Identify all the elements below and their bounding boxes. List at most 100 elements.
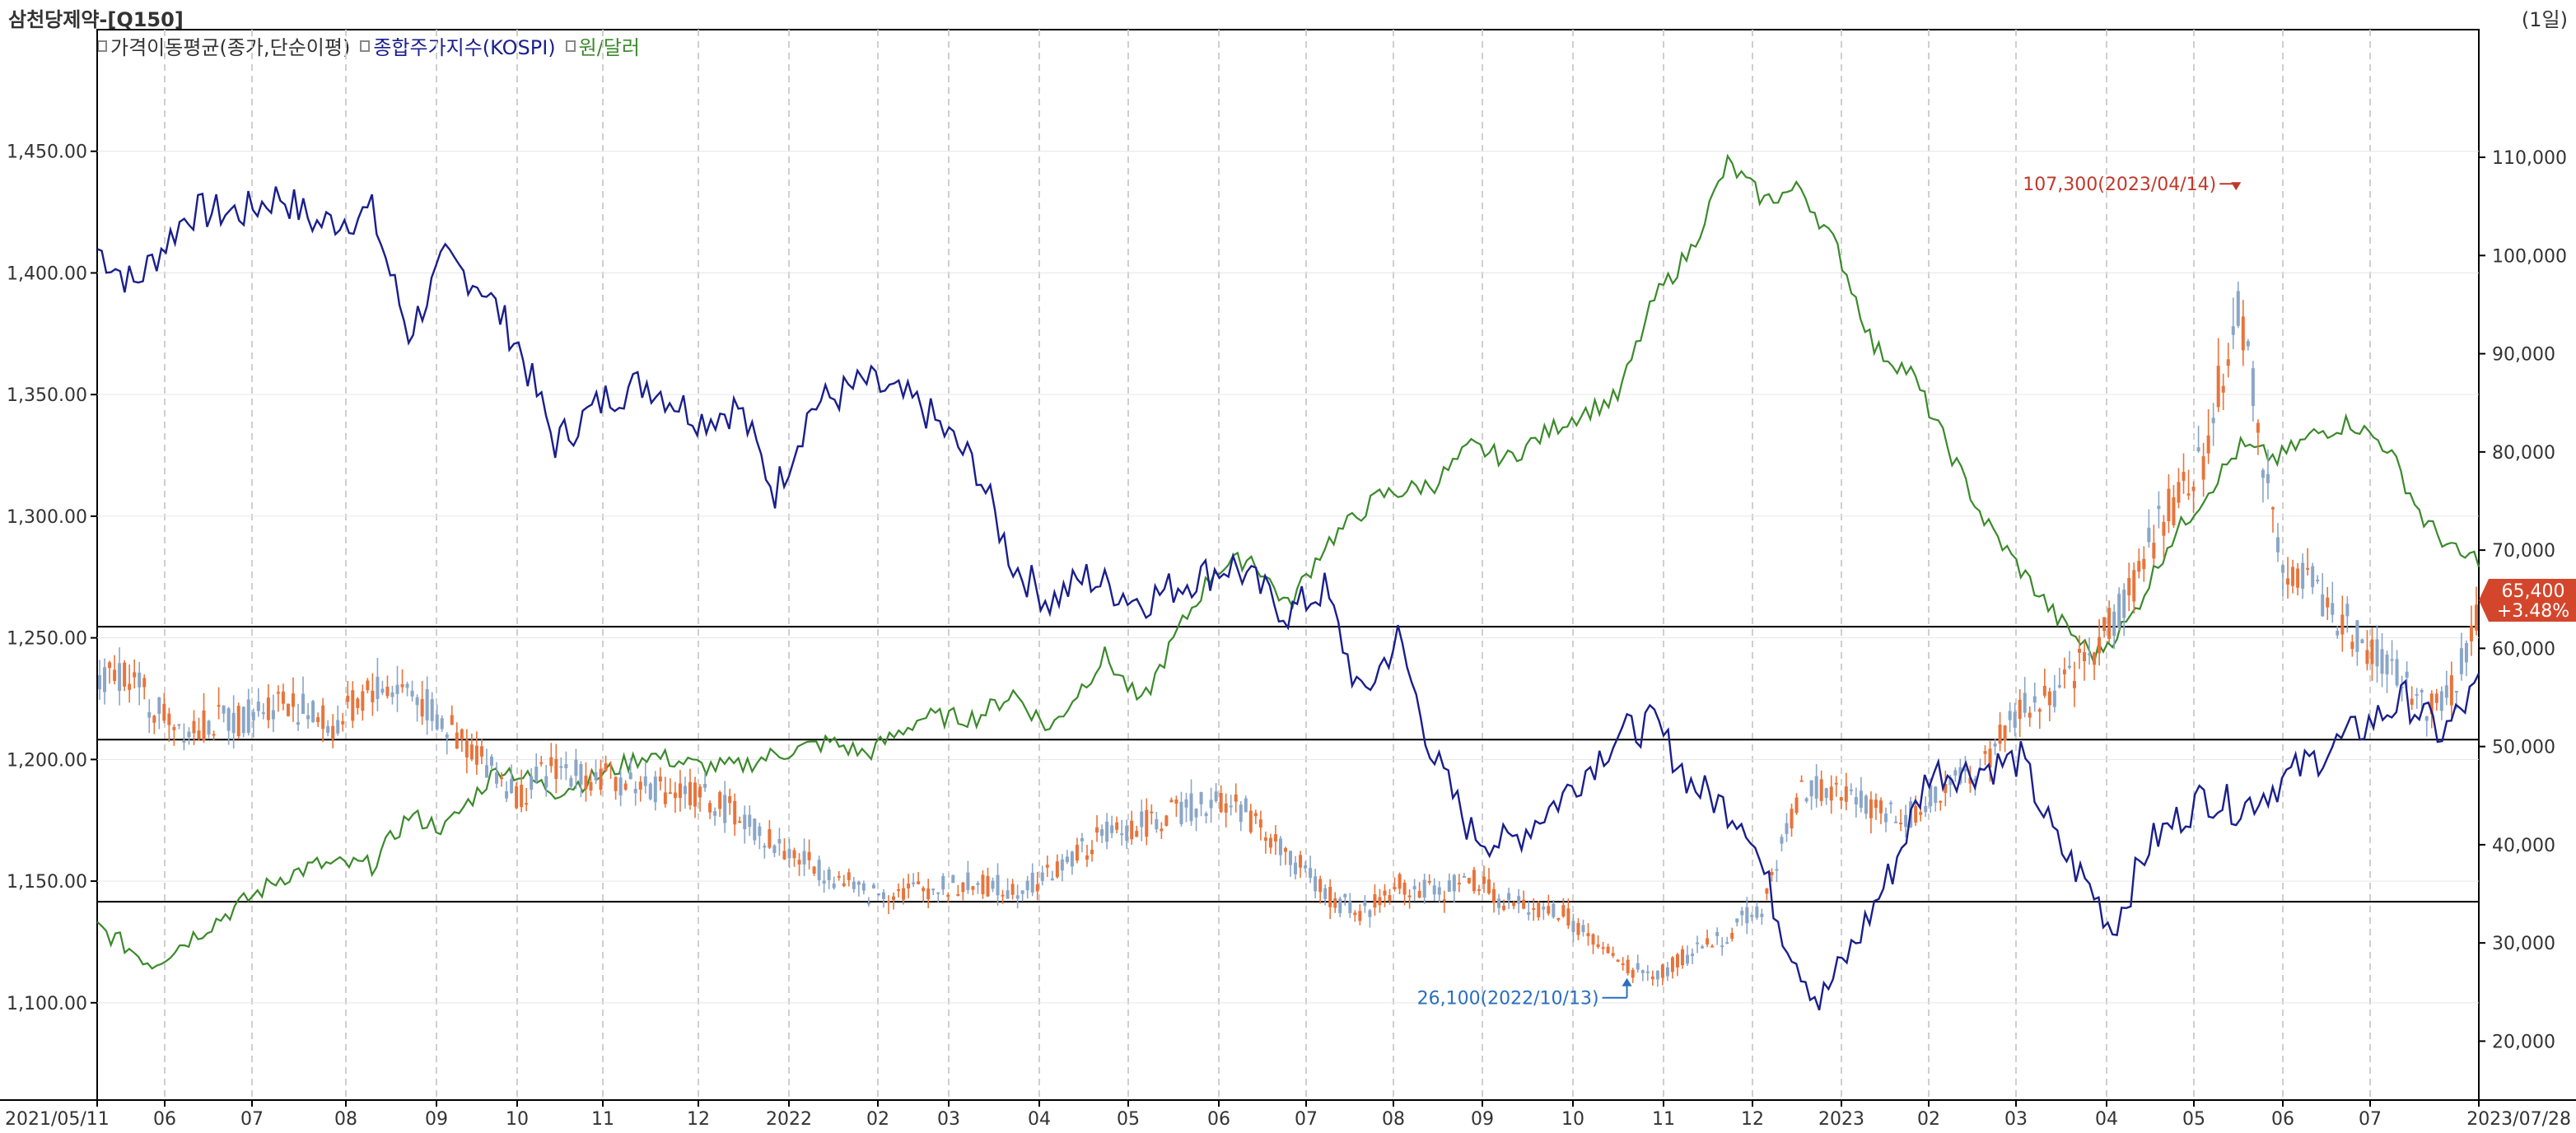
candle-body[interactable] xyxy=(495,772,499,784)
candle-body[interactable] xyxy=(464,739,469,758)
candle-body[interactable] xyxy=(861,883,866,891)
candle-body[interactable] xyxy=(1884,814,1888,823)
candle-body[interactable] xyxy=(1472,870,1476,892)
candle-body[interactable] xyxy=(1304,865,1308,869)
candle-body[interactable] xyxy=(1626,959,1630,974)
candle-body[interactable] xyxy=(1750,915,1754,917)
candle-body[interactable] xyxy=(246,699,250,733)
candle-body[interactable] xyxy=(1502,905,1506,911)
candle-body[interactable] xyxy=(361,691,365,711)
candle-body[interactable] xyxy=(1665,967,1669,977)
candle-body[interactable] xyxy=(1030,872,1034,893)
candle-body[interactable] xyxy=(1899,823,1903,825)
candle-body[interactable] xyxy=(2464,643,2468,663)
candle-body[interactable] xyxy=(2231,326,2235,335)
candle-body[interactable] xyxy=(1045,865,1049,868)
candle-body[interactable] xyxy=(2008,711,2012,720)
candle-body[interactable] xyxy=(455,732,459,749)
candle-body[interactable] xyxy=(1924,805,1928,813)
candle-body[interactable] xyxy=(1963,768,1967,772)
candle-body[interactable] xyxy=(1398,874,1402,889)
candle-body[interactable] xyxy=(1174,799,1178,804)
candle-body[interactable] xyxy=(1179,801,1183,824)
candle-body[interactable] xyxy=(2410,698,2414,705)
candle-body[interactable] xyxy=(2261,469,2265,478)
candle-body[interactable] xyxy=(554,758,558,779)
candle-body[interactable] xyxy=(912,882,916,884)
candle-body[interactable] xyxy=(167,713,171,725)
candle-body[interactable] xyxy=(1675,954,1679,968)
candle-body[interactable] xyxy=(1169,800,1174,803)
candle-body[interactable] xyxy=(138,672,142,688)
candle-body[interactable] xyxy=(768,829,772,848)
candle-body[interactable] xyxy=(1566,908,1570,926)
candle-body[interactable] xyxy=(2152,543,2156,559)
candle-body[interactable] xyxy=(2127,577,2131,595)
candle-body[interactable] xyxy=(2345,604,2350,617)
candle-body[interactable] xyxy=(425,689,429,720)
candle-body[interactable] xyxy=(1968,777,1972,784)
candle-body[interactable] xyxy=(2018,699,2022,720)
candle-body[interactable] xyxy=(256,702,260,711)
candle-body[interactable] xyxy=(460,729,464,739)
candle-body[interactable] xyxy=(1770,872,1774,875)
candle-body[interactable] xyxy=(2424,716,2429,721)
candle-body[interactable] xyxy=(1283,848,1287,852)
candle-body[interactable] xyxy=(2221,385,2225,393)
candle-body[interactable] xyxy=(1204,813,1208,817)
candle-body[interactable] xyxy=(1497,898,1501,908)
candle-body[interactable] xyxy=(1591,934,1595,945)
candle-body[interactable] xyxy=(301,693,306,714)
candle-body[interactable] xyxy=(832,884,836,888)
candle-body[interactable] xyxy=(539,762,544,764)
candle-body[interactable] xyxy=(236,706,240,736)
candle-body[interactable] xyxy=(1645,971,1650,973)
candle-body[interactable] xyxy=(505,791,509,799)
candle-body[interactable] xyxy=(1869,799,1873,818)
candle-body[interactable] xyxy=(1437,887,1441,895)
candle-body[interactable] xyxy=(1407,895,1412,898)
candle-body[interactable] xyxy=(777,839,782,844)
candle-body[interactable] xyxy=(1983,751,1987,754)
candle-body[interactable] xyxy=(917,881,921,884)
candle-body[interactable] xyxy=(1135,831,1139,837)
candle-body[interactable] xyxy=(1601,947,1605,949)
candle-body[interactable] xyxy=(1660,964,1664,978)
candle-body[interactable] xyxy=(866,902,870,905)
candle-body[interactable] xyxy=(713,811,717,816)
candle-body[interactable] xyxy=(1715,932,1720,936)
candle-body[interactable] xyxy=(2201,456,2205,480)
candle-body[interactable] xyxy=(638,781,642,790)
candle-body[interactable] xyxy=(1075,844,1079,861)
candle-body[interactable] xyxy=(222,705,226,714)
candle-body[interactable] xyxy=(123,662,127,687)
candle-body[interactable] xyxy=(534,767,539,781)
candle-body[interactable] xyxy=(2469,625,2473,641)
candle-body[interactable] xyxy=(2157,506,2161,510)
candle-body[interactable] xyxy=(2375,639,2379,667)
candle-body[interactable] xyxy=(133,672,137,678)
candle-body[interactable] xyxy=(1263,837,1267,842)
candle-body[interactable] xyxy=(1194,809,1198,818)
candle-body[interactable] xyxy=(2098,636,2102,654)
candle-body[interactable] xyxy=(118,663,122,691)
candle-body[interactable] xyxy=(614,776,618,791)
candle-body[interactable] xyxy=(594,772,598,781)
candle-body[interactable] xyxy=(1948,776,1953,786)
candle-body[interactable] xyxy=(2042,685,2046,696)
candle-body[interactable] xyxy=(1670,957,1674,972)
candle-body[interactable] xyxy=(584,775,588,790)
candle-body[interactable] xyxy=(177,724,181,726)
candle-body[interactable] xyxy=(2286,578,2290,585)
candle-body[interactable] xyxy=(415,697,419,706)
candle-body[interactable] xyxy=(1819,779,1823,801)
candle-body[interactable] xyxy=(1417,890,1421,898)
candle-body[interactable] xyxy=(1929,785,1933,807)
candle-body[interactable] xyxy=(922,888,926,892)
candle-body[interactable] xyxy=(1462,875,1466,878)
candle-body[interactable] xyxy=(1015,895,1020,899)
candle-body[interactable] xyxy=(172,726,176,730)
candle-body[interactable] xyxy=(1542,907,1546,910)
candle-body[interactable] xyxy=(1060,859,1064,871)
legend-item-kospi[interactable]: 종합주가지수(KOSPI) xyxy=(360,31,556,60)
